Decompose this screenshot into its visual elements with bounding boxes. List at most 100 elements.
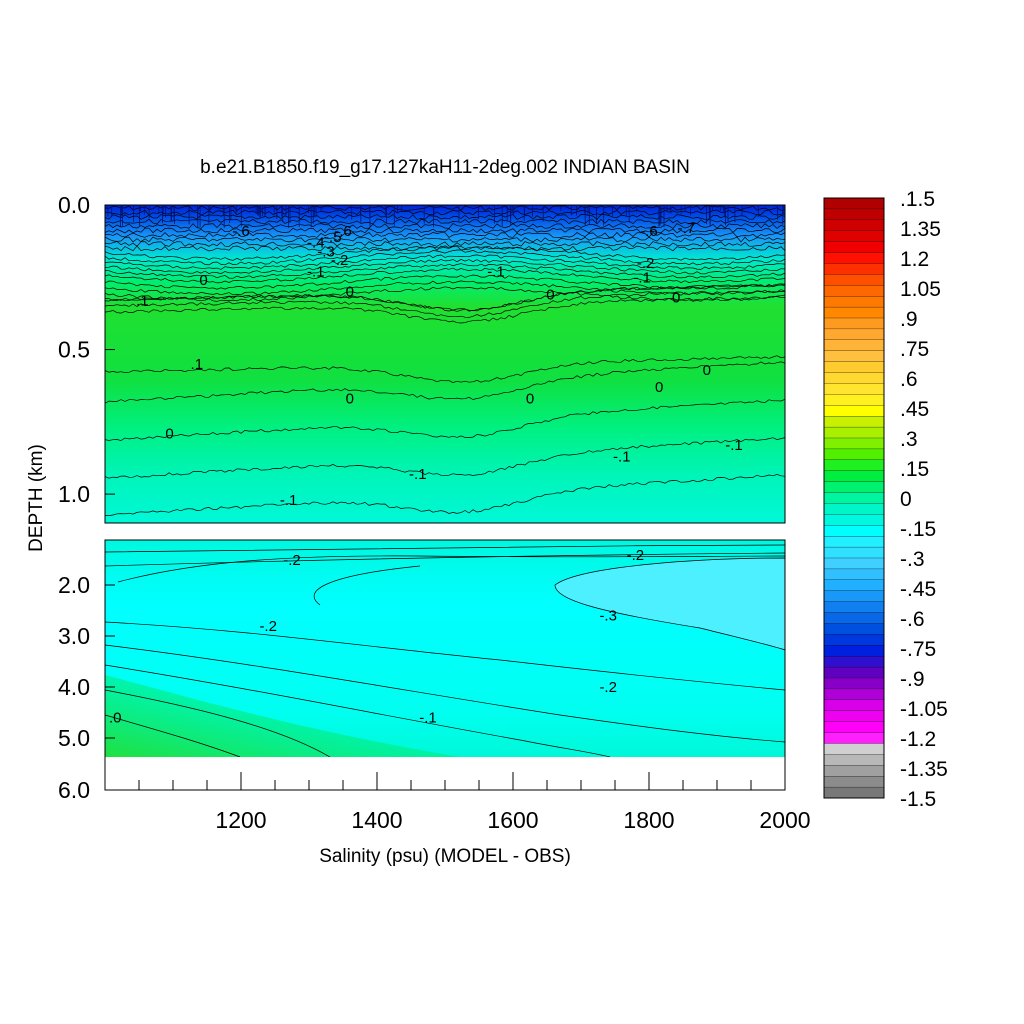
upper-contour-label: -.1 xyxy=(633,269,651,286)
upper-contour-label: 0 xyxy=(199,272,207,289)
lower-contour-labels: -.2 -.2 -.2 -.3 -.2 -.1 .0 xyxy=(109,547,644,727)
upper-contour-label: -.6 xyxy=(232,223,250,240)
colorbar-swatch xyxy=(823,601,885,614)
colorbar-label: 1.05 xyxy=(900,278,941,301)
x-axis: 1200 1400 1600 1800 2000 xyxy=(104,772,811,833)
colorbar-swatch xyxy=(823,296,885,308)
upper-contour-line xyxy=(104,296,786,324)
lower-contour-line xyxy=(117,555,786,583)
upper-contour-label: -.1 xyxy=(725,437,743,454)
y-tick-label: 0.5 xyxy=(58,337,90,363)
colorbar-label: -.3 xyxy=(900,548,925,571)
upper-contour-label: 0 xyxy=(346,284,354,301)
colorbar-label: 1.35 xyxy=(900,218,941,241)
upper-contour-label: .1 xyxy=(191,356,204,373)
colorbar-swatch xyxy=(823,405,885,417)
lower-contour-label: -.3 xyxy=(599,608,617,625)
upper-contour-line xyxy=(104,209,786,216)
upper-contour-label: -.1 xyxy=(613,449,631,466)
upper-contour-line xyxy=(104,267,786,284)
colorbar-swatch xyxy=(823,394,885,406)
colorbar-label: .75 xyxy=(900,338,929,361)
colorbar-label: .1.5 xyxy=(900,188,935,211)
colorbar-swatch xyxy=(823,372,885,384)
colorbar-label: .3 xyxy=(900,428,918,451)
colorbar-label: -.9 xyxy=(900,668,925,691)
upper-contour-line xyxy=(104,286,786,302)
colorbar-swatch xyxy=(823,666,885,679)
upper-contour-line xyxy=(104,236,786,243)
upper-contour-label: -.6 xyxy=(334,223,352,240)
colorbar-label: 1.2 xyxy=(900,248,929,271)
upper-contour-lines xyxy=(104,205,786,516)
colorbar-swatch xyxy=(823,437,885,450)
colorbar-swatch xyxy=(823,503,885,515)
y-axis-lower: 2.0 3.0 4.0 5.0 6.0 xyxy=(58,572,115,803)
x-tick-label: 1800 xyxy=(623,807,674,833)
upper-contour-label: 0 xyxy=(346,391,354,408)
upper-contour-line xyxy=(104,361,786,404)
colorbar-swatch xyxy=(823,612,885,624)
colorbar-swatch xyxy=(823,252,885,264)
upper-contour-line xyxy=(104,355,786,383)
upper-contour-line xyxy=(104,241,786,247)
upper-contour-label: -.6 xyxy=(640,223,658,240)
colorbar-swatch xyxy=(823,623,885,635)
y-tick-label: 0.0 xyxy=(58,192,90,218)
upper-contour-label: 0 xyxy=(526,391,534,408)
upper-contour-label: -.3 xyxy=(317,243,335,260)
colorbar-label: -1.2 xyxy=(900,728,936,751)
upper-contour-line xyxy=(104,231,786,238)
colorbar-swatch xyxy=(823,274,885,286)
upper-contour-line xyxy=(104,274,786,290)
upper-contour-label: 0 xyxy=(672,290,680,307)
colorbar-swatch xyxy=(823,285,885,297)
colorbar-label: -.45 xyxy=(900,578,936,601)
colorbar-swatch xyxy=(823,710,885,723)
y-tick-label: 3.0 xyxy=(58,623,90,649)
colorbar-swatch xyxy=(823,721,885,734)
colorbar-swatch xyxy=(823,448,885,461)
lower-contour-label: -.2 xyxy=(259,618,277,635)
lower-contour-line xyxy=(104,552,786,567)
colorbar-swatch xyxy=(823,579,885,592)
upper-contour-line xyxy=(104,474,786,516)
upper-contour-label: 0 xyxy=(165,425,173,442)
lower-contour-label: -.2 xyxy=(283,552,301,569)
upper-contour-label: 0 xyxy=(546,287,554,304)
upper-contour-label: 0 xyxy=(703,362,711,379)
colorbar-swatch xyxy=(823,546,885,559)
upper-contour-label: .1 xyxy=(136,292,149,309)
colorbar-swatch xyxy=(823,197,885,210)
upper-contour-line xyxy=(104,245,786,252)
colorbar-label: .45 xyxy=(900,398,929,421)
upper-contour-line xyxy=(104,223,786,229)
lower-contour-line xyxy=(313,565,421,606)
upper-contour-line xyxy=(104,227,786,234)
x-axis-label: Salinity (psu) (MODEL - OBS) xyxy=(319,846,571,867)
upper-contour-line xyxy=(104,214,786,221)
colorbar-swatch xyxy=(823,481,885,494)
lower-contour-line xyxy=(104,689,331,758)
upper-contour-line xyxy=(104,263,786,279)
colorbar-swatch xyxy=(823,426,885,439)
lower-contour-label: -.2 xyxy=(599,679,617,696)
colorbar-swatch xyxy=(823,361,885,374)
colorbar-swatch xyxy=(823,208,885,221)
upper-contour-line xyxy=(104,249,786,266)
upper-contour-label: -.1 xyxy=(280,492,298,509)
colorbar-swatch xyxy=(823,492,885,504)
colorbar-swatch xyxy=(823,514,885,526)
colorbar xyxy=(823,197,885,799)
lower-contour-line xyxy=(104,664,611,758)
upper-contour-line xyxy=(104,254,786,270)
colorbar-swatch xyxy=(823,263,885,275)
upper-contour-labels: -.6 -.6 -.6 -.7-.5-.4-.3-.2 -.2-.1 -.1 -.100 0 0… xyxy=(136,220,743,509)
colorbar-swatch xyxy=(823,568,885,581)
lower-contour-label: .0 xyxy=(109,710,122,727)
colorbar-swatch xyxy=(823,786,885,799)
colorbar-swatch xyxy=(823,557,885,570)
y-tick-label: 1.0 xyxy=(58,481,90,507)
colorbar-label: 0 xyxy=(900,488,912,511)
